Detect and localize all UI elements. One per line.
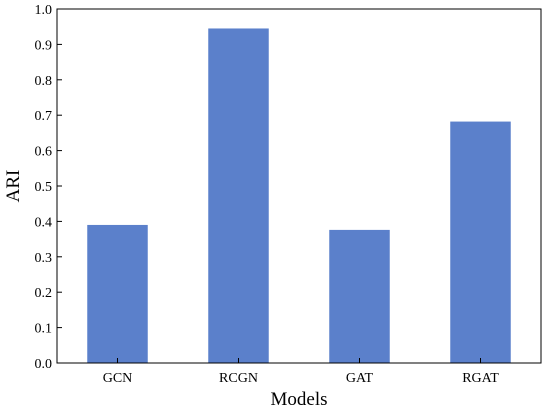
bars-group: [87, 28, 511, 364]
bar-rcgn: [208, 28, 269, 363]
y-tick-label: 0.0: [35, 357, 53, 372]
bar-gcn: [87, 224, 148, 363]
x-tick-label: RGAT: [462, 371, 499, 386]
x-tick-label: RCGN: [219, 371, 258, 386]
y-tick-label: 0.1: [35, 322, 53, 337]
y-tick-label: 0.6: [35, 145, 53, 160]
y-tick-label: 1.0: [35, 3, 53, 18]
y-axis: 0.0 0.1 0.2 0.3 0.4 0.5 0.6 0.7 0.8 0.9 1.0: [35, 3, 62, 372]
bar-gat: [329, 229, 390, 363]
y-tick-label: 0.4: [35, 215, 53, 230]
y-tick-label: 0.8: [35, 74, 53, 89]
x-tick-label: GCN: [103, 371, 133, 386]
y-axis-title: ARI: [3, 170, 24, 203]
y-tick-label: 0.9: [35, 38, 53, 53]
bar-rgat: [450, 121, 511, 364]
y-tick-label: 0.5: [35, 180, 53, 195]
x-axis: GCN RCGN GAT RGAT: [103, 358, 499, 386]
y-tick-label: 0.2: [35, 286, 53, 301]
y-tick-label: 0.7: [35, 109, 53, 124]
x-tick-label: GAT: [346, 371, 374, 386]
y-tick-label: 0.3: [35, 251, 53, 266]
x-axis-title: Models: [271, 389, 328, 410]
plot-frame: [56, 8, 542, 364]
